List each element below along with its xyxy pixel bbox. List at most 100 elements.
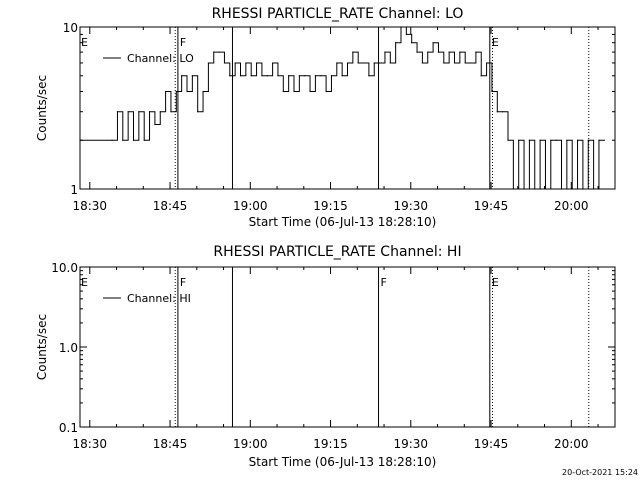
data-point xyxy=(111,139,113,141)
data-point xyxy=(288,75,290,77)
data-point xyxy=(304,75,306,77)
data-point xyxy=(336,62,338,64)
data-point xyxy=(213,51,215,53)
data-point xyxy=(518,139,520,141)
data-point xyxy=(207,62,209,64)
data-point xyxy=(437,51,440,53)
data-point xyxy=(132,139,135,141)
data-point xyxy=(459,51,461,53)
data-point xyxy=(138,111,140,113)
data-point xyxy=(550,139,552,141)
x-axis-label: Start Time (06-Jul-13 18:28:10) xyxy=(249,455,437,469)
data-point xyxy=(143,139,145,141)
data-point xyxy=(357,62,359,64)
data-point xyxy=(405,33,407,36)
data-point xyxy=(421,62,423,64)
legend-label: Channel: HI xyxy=(127,292,191,305)
x-tick-label: 18:30 xyxy=(72,437,107,451)
x-tick-label: 19:00 xyxy=(233,437,268,451)
data-point xyxy=(534,188,536,190)
data-point xyxy=(186,90,188,93)
x-axis-label: Start Time (06-Jul-13 18:28:10) xyxy=(249,215,437,229)
data-point xyxy=(555,139,557,141)
plot-frame xyxy=(79,26,616,190)
hi-channel-panel: RHESSI PARTICLE_RATE Channel: HI 18:30 18:… xyxy=(35,244,616,469)
data-point xyxy=(234,62,236,64)
chart-title: RHESSI PARTICLE_RATE Channel: HI xyxy=(213,244,461,260)
x-tick-label: 19:45 xyxy=(474,437,509,451)
y-tick-label: 10 xyxy=(63,21,78,35)
y-tick-label: 10.0 xyxy=(51,261,78,275)
data-point xyxy=(464,62,466,64)
data-point xyxy=(512,188,514,190)
x-tick-label: 19:30 xyxy=(393,199,428,213)
x-tick-label: 19:15 xyxy=(313,437,348,451)
data-point xyxy=(496,111,498,113)
data-point xyxy=(486,62,488,64)
marker-label: E xyxy=(492,36,499,49)
x-tick-label: 19:00 xyxy=(233,199,268,213)
data-point xyxy=(298,75,300,77)
data-point xyxy=(352,51,354,53)
data-point xyxy=(603,139,605,141)
footer-timestamp: 20-Oct-2021 15:24 xyxy=(562,468,638,477)
data-point xyxy=(593,188,595,190)
marker-label: F xyxy=(381,276,387,289)
data-point xyxy=(411,42,413,44)
series-line xyxy=(80,26,605,190)
legend-label: Channel: LO xyxy=(127,52,194,65)
data-point xyxy=(277,75,279,77)
data-point xyxy=(218,51,220,53)
y-tick-label: 1.0 xyxy=(59,341,78,355)
edge-marker-label: E xyxy=(81,276,88,289)
data-point xyxy=(154,123,156,126)
data-point xyxy=(443,62,445,64)
chart-title: RHESSI PARTICLE_RATE Channel: LO xyxy=(212,6,464,22)
edge-marker-label: E xyxy=(81,36,88,49)
data-point xyxy=(314,75,316,77)
data-point xyxy=(368,75,370,77)
data-point xyxy=(309,90,311,93)
data-point xyxy=(453,62,456,64)
data-point xyxy=(448,51,450,53)
data-point xyxy=(245,62,247,64)
data-point xyxy=(346,62,349,64)
data-point xyxy=(395,42,397,44)
y-tick-label: 0.1 xyxy=(59,421,78,435)
data-point xyxy=(320,75,322,77)
x-tick-label: 19:45 xyxy=(474,199,509,213)
data-point xyxy=(571,188,573,190)
data-point xyxy=(223,62,226,64)
data-point xyxy=(507,139,509,141)
data-point xyxy=(229,75,231,77)
data-point xyxy=(539,139,541,141)
marker-label: F xyxy=(180,276,186,289)
data-point xyxy=(362,62,365,64)
data-point xyxy=(197,111,199,113)
data-point xyxy=(469,62,472,64)
data-point xyxy=(239,75,242,77)
data-point xyxy=(598,139,600,141)
data-point xyxy=(491,90,493,93)
data-point xyxy=(325,90,327,93)
data-point xyxy=(293,90,295,93)
x-tick-label: 20:00 xyxy=(554,199,589,213)
data-point xyxy=(400,26,402,28)
data-point xyxy=(202,90,204,93)
x-tick-label: 18:45 xyxy=(153,437,188,451)
data-point xyxy=(191,75,193,77)
data-point xyxy=(127,111,129,113)
data-point xyxy=(79,139,81,141)
data-point xyxy=(523,188,525,190)
data-point xyxy=(416,51,418,53)
data-point xyxy=(384,51,386,53)
data-point xyxy=(122,139,124,141)
data-point xyxy=(266,75,268,77)
data-point xyxy=(255,62,258,64)
data-point xyxy=(116,111,119,113)
data-point xyxy=(250,75,252,77)
data-point xyxy=(175,90,177,93)
data-point xyxy=(261,75,263,77)
data-point xyxy=(544,188,547,190)
y-tick-label: 1 xyxy=(70,183,78,197)
